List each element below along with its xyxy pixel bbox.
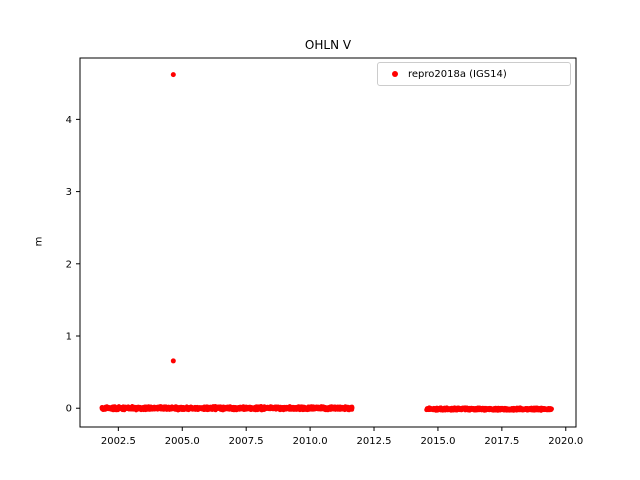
svg-text:2007.5: 2007.5 (229, 436, 264, 447)
svg-text:2012.5: 2012.5 (357, 436, 392, 447)
svg-text:2015.0: 2015.0 (420, 436, 455, 447)
legend-red-dot-icon (392, 71, 398, 77)
svg-text:2010.0: 2010.0 (293, 436, 328, 447)
svg-text:1: 1 (66, 332, 72, 343)
svg-text:0: 0 (66, 404, 72, 415)
legend: repro2018a (IGS14) (377, 62, 571, 86)
svg-text:3: 3 (66, 187, 72, 198)
svg-text:2017.5: 2017.5 (484, 436, 519, 447)
svg-text:2002.5: 2002.5 (101, 436, 136, 447)
chart-title: OHLN V (304, 38, 352, 52)
legend-series-label: repro2018a (IGS14) (408, 68, 507, 80)
svg-text:2: 2 (66, 259, 72, 270)
svg-text:4: 4 (66, 115, 72, 126)
svg-text:2020.0: 2020.0 (548, 436, 583, 447)
svg-text:2005.0: 2005.0 (165, 436, 200, 447)
